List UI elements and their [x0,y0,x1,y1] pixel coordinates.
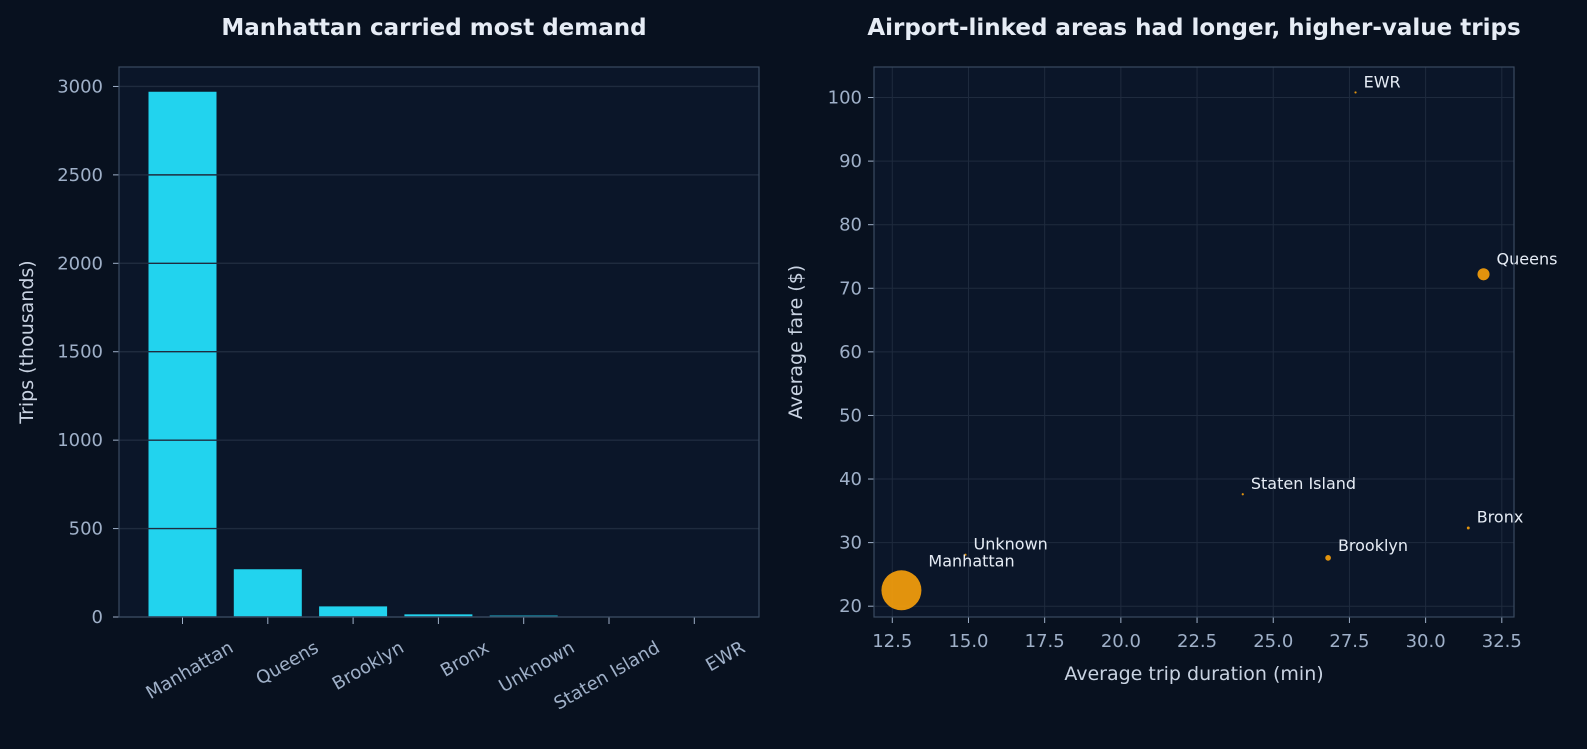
scatter-point-brooklyn [1325,555,1331,561]
scatter-y-tick-label: 50 [839,405,862,426]
scatter-plot-area [874,67,1514,617]
bar-y-tick-label: 2500 [57,165,103,186]
bar-chart: Manhattan carried most demand 0 500 1000 15… [16,15,760,714]
bar-y-tick-label: 1000 [57,430,103,451]
scatter-point-ewr [1354,91,1357,94]
scatter-x-tick-label: 12.5 [872,631,912,652]
scatter-point-bronx [1466,526,1470,530]
scatter-point-labels: Manhattan Queens Brooklyn Bronx Unknown State… [928,72,1557,570]
scatter-y-tick-label: 20 [839,596,862,617]
scatter-chart-title: Airport-linked areas had longer, higher-… [867,15,1520,41]
bar-chart-title: Manhattan carried most demand [221,15,646,41]
scatter-chart: Airport-linked areas had longer, higher-… [785,15,1557,685]
bar-brooklyn [319,606,388,617]
scatter-y-tick-label: 40 [839,469,862,490]
bar-queens [233,569,302,617]
scatter-y-tick-label: 80 [839,215,862,236]
scatter-point-label: EWR [1364,72,1401,91]
bar-y-tick-label: 0 [92,607,103,628]
scatter-point-queens [1477,268,1490,281]
scatter-point-label: Manhattan [928,551,1014,570]
bar-y-axis-label: Trips (thousands) [16,260,38,424]
scatter-point-label: Unknown [974,535,1048,554]
bar-y-tick-label: 1500 [57,342,103,363]
bar-plot-frame [118,66,760,618]
bar-y-tick-label: 3000 [57,76,103,97]
scatter-y-ticks: 20 30 40 50 60 70 80 90 100 [828,88,874,617]
scatter-x-tick-label: 27.5 [1329,631,1369,652]
scatter-y-tick-label: 30 [839,533,862,554]
scatter-x-tick-label: 32.5 [1482,631,1522,652]
scatter-y-axis-label: Average fare ($) [785,265,807,419]
bar-y-tick-label: 2000 [57,253,103,274]
scatter-plot-frame [873,66,1515,618]
scatter-point-unknown [964,553,967,556]
scatter-x-axis-label: Average trip duration (min) [1064,663,1323,685]
scatter-grid [874,67,1514,617]
bar-unknown [489,615,558,617]
scatter-x-tick-label: 30.0 [1406,631,1446,652]
scatter-point-manhattan [881,570,922,611]
bar-y-ticks: 0 500 1000 1500 2000 2500 3000 [57,76,119,628]
bar-bronx [404,614,473,617]
scatter-x-tick-label: 22.5 [1177,631,1217,652]
scatter-x-tick-label: 20.0 [1101,631,1141,652]
bar-y-tick-label: 500 [69,519,103,540]
scatter-x-tick-label: 25.0 [1253,631,1293,652]
scatter-x-tick-label: 15.0 [948,631,988,652]
scatter-y-tick-label: 70 [839,278,862,299]
scatter-x-tick-label: 17.5 [1025,631,1065,652]
scatter-x-ticks: 12.5 15.0 17.5 20.0 22.5 25.0 27.5 30.0 32.5 [872,617,1522,652]
bar-marks [119,85,759,618]
bar-plot-area [119,67,759,617]
scatter-points [881,91,1490,611]
scatter-point-label: Staten Island [1251,474,1356,493]
scatter-y-tick-label: 90 [839,151,862,172]
scatter-point-label: Brooklyn [1338,536,1408,555]
scatter-y-tick-label: 60 [839,342,862,363]
scatter-point-label: Queens [1497,249,1558,268]
scatter-point-staten-island [1241,493,1244,496]
bar-manhattan [148,91,217,617]
scatter-y-tick-label: 100 [828,88,862,109]
scatter-point-label: Bronx [1477,508,1524,527]
